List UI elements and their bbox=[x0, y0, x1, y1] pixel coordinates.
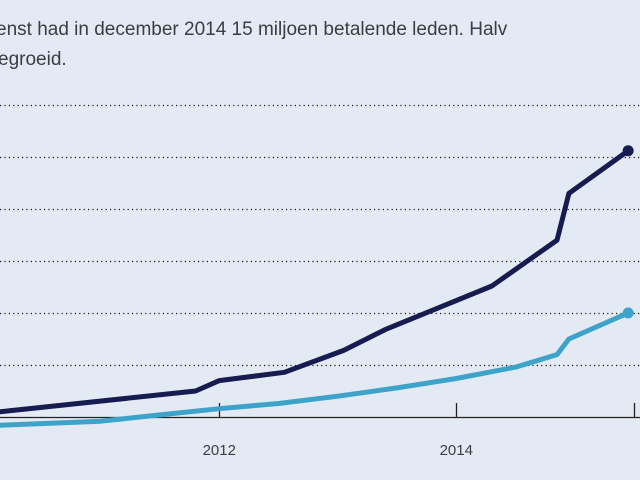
dark-series-end-marker bbox=[622, 145, 634, 157]
light-series-line bbox=[0, 310, 631, 428]
dark-series-line bbox=[0, 148, 631, 415]
x-tick-label-2012: 2012 bbox=[203, 442, 236, 459]
light-series-end-marker bbox=[622, 307, 634, 319]
chart-subtitle-line-1: enst had in december 2014 15 miljoen bet… bbox=[0, 19, 508, 40]
x-tick-label-2014: 2014 bbox=[440, 442, 473, 459]
chart-subtitle-line-2: egroeid. bbox=[0, 49, 67, 70]
